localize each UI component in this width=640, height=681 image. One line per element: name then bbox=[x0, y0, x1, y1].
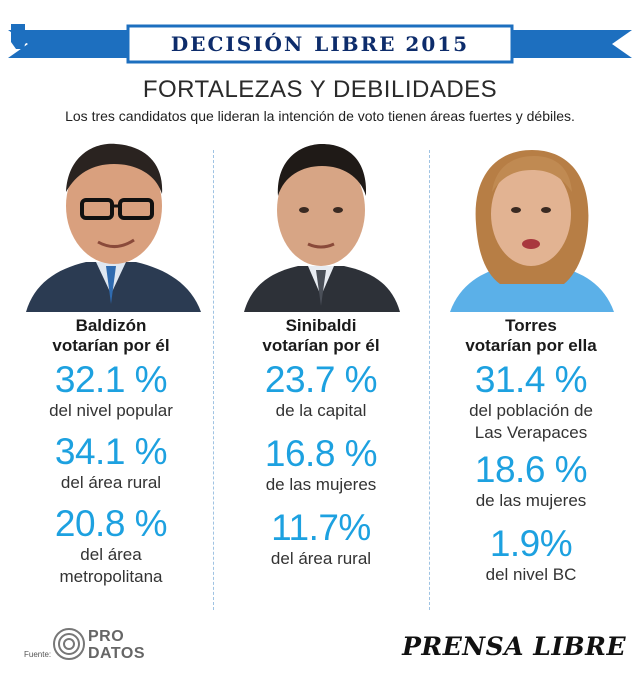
prodatos-line1: PRO bbox=[88, 628, 125, 645]
candidate-name: Torres bbox=[505, 316, 557, 335]
candidate-photo bbox=[436, 134, 626, 312]
stat-block: 11.7% del área rural bbox=[216, 508, 426, 570]
stat-value: 23.7 % bbox=[264, 359, 378, 400]
stat-value: 11.7% bbox=[271, 507, 371, 548]
stat-value: 34.1 % bbox=[54, 431, 168, 472]
stat-block: 16.8 % de las mujeres bbox=[216, 434, 426, 496]
stat-block: 23.7 % de la capital bbox=[216, 360, 426, 422]
stat-description: de las mujeres bbox=[265, 475, 377, 494]
stat-description: metropolitana bbox=[59, 567, 163, 586]
stat-description: del área rural bbox=[270, 549, 372, 568]
candidate-photo bbox=[16, 134, 206, 312]
prodatos-logo: PRO DATOS bbox=[52, 626, 162, 666]
candidate-subtitle: votarían por ella bbox=[465, 336, 597, 355]
stat-value: 1.9% bbox=[489, 523, 573, 564]
stat-block: 1.9% del nivel BC bbox=[426, 524, 636, 586]
stat-block: 31.4 % del población de Las Verapaces bbox=[426, 360, 636, 444]
source-label: Fuente: bbox=[24, 650, 52, 659]
prodatos-circle-icon bbox=[53, 628, 85, 660]
stat-description: del área rural bbox=[60, 473, 162, 492]
stat-value: 20.8 % bbox=[54, 503, 168, 544]
stat-description: del población de bbox=[469, 401, 593, 420]
candidate-column-sinibaldi: Sinibaldi votarían por él 23.7 % de la c… bbox=[216, 134, 426, 570]
page-subtitle: Los tres candidatos que lideran la inten… bbox=[65, 108, 575, 124]
candidate-name: Sinibaldi bbox=[285, 316, 357, 335]
page-title: FORTALEZAS Y DEBILIDADES bbox=[142, 76, 498, 103]
candidate-name: Baldizón bbox=[75, 316, 147, 335]
candidate-photo bbox=[226, 134, 416, 312]
stat-description: del nivel popular bbox=[49, 401, 173, 420]
candidate-column-torres: Torres votarían por ella 31.4 % del pobl… bbox=[426, 134, 636, 586]
prodatos-line2: DATOS bbox=[88, 645, 146, 662]
stat-description: del área bbox=[80, 545, 142, 564]
banner-ribbon-shape bbox=[8, 24, 632, 64]
stat-description: Las Verapaces bbox=[474, 423, 588, 442]
candidate-column-baldizon: Baldizón votarían por él 32.1 % del nive… bbox=[6, 134, 216, 588]
candidate-subtitle: votarían por él bbox=[262, 336, 380, 355]
stat-description: de las mujeres bbox=[475, 491, 587, 510]
banner-word-libre-2015: LIBRE 2015 bbox=[314, 32, 470, 56]
stat-description: del nivel BC bbox=[485, 565, 577, 584]
stat-block: 20.8 % del área metropolitana bbox=[6, 504, 216, 588]
stat-value: 32.1 % bbox=[54, 359, 168, 400]
stat-block: 34.1 % del área rural bbox=[6, 432, 216, 494]
stat-block: 18.6 % de las mujeres bbox=[426, 450, 636, 512]
banner-word-decision: DECISIÓN bbox=[170, 32, 305, 56]
stat-block: 32.1 % del nivel popular bbox=[6, 360, 216, 422]
candidate-subtitle: votarían por él bbox=[52, 336, 170, 355]
column-divider bbox=[429, 150, 430, 610]
stat-value: 18.6 % bbox=[474, 449, 588, 490]
stat-value: 16.8 % bbox=[264, 433, 378, 474]
guatemala-map-icon bbox=[11, 24, 31, 49]
column-divider bbox=[213, 150, 214, 610]
stat-value: 31.4 % bbox=[474, 359, 588, 400]
header-banner: DECISIÓN LIBRE 2015 bbox=[8, 22, 632, 66]
brand-logo: PRENSA LIBRE bbox=[402, 632, 626, 661]
stat-description: de la capital bbox=[275, 401, 367, 420]
